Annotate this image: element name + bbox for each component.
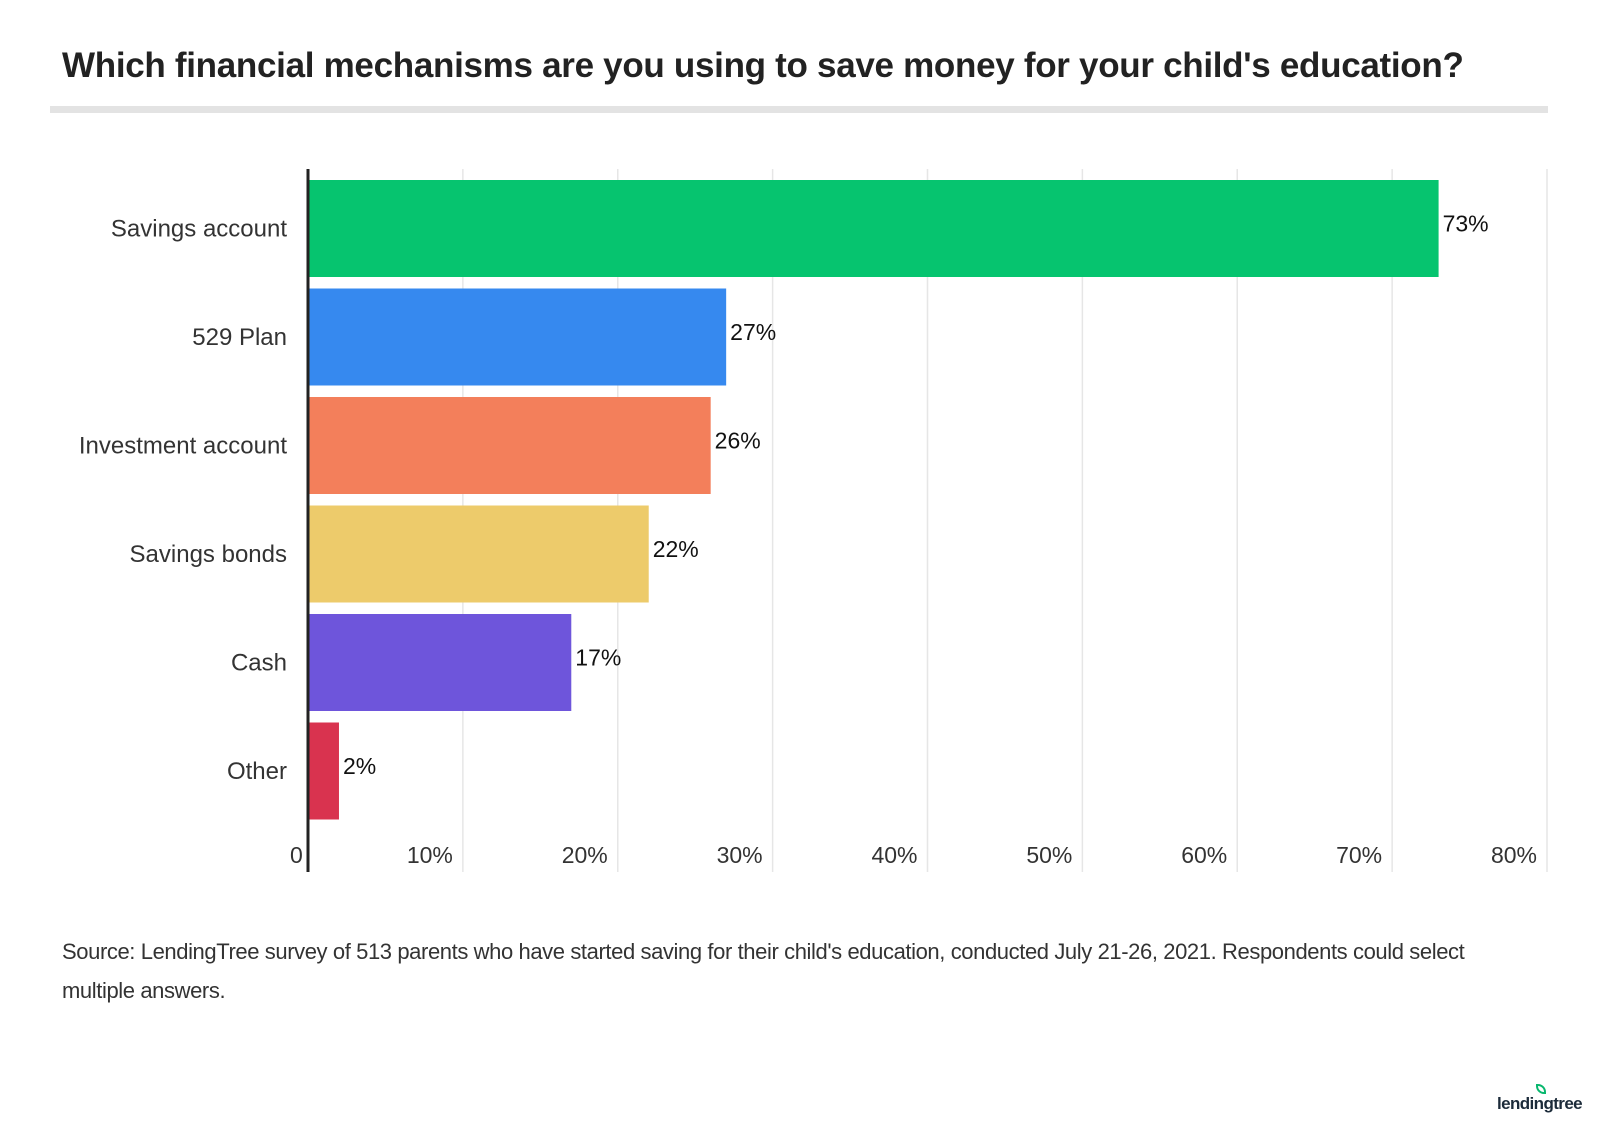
data-label: 26% bbox=[715, 428, 761, 454]
x-tick-label: 30% bbox=[717, 842, 763, 868]
x-tick-label: 70% bbox=[1336, 842, 1382, 868]
source-note: Source: LendingTree survey of 513 parent… bbox=[62, 939, 1465, 1003]
category-label: 529 Plan bbox=[192, 324, 287, 351]
title-divider bbox=[50, 106, 1548, 113]
x-tick-label: 20% bbox=[562, 842, 608, 868]
data-label: 73% bbox=[1443, 211, 1489, 237]
lendingtree-logo: lendingtree bbox=[1497, 1094, 1583, 1113]
data-label: 17% bbox=[575, 645, 621, 671]
x-tick-label: 60% bbox=[1181, 842, 1227, 868]
data-label: 22% bbox=[653, 536, 699, 562]
x-tick-label: 50% bbox=[1026, 842, 1072, 868]
bar-savings-account bbox=[308, 180, 1439, 277]
category-label: Investment account bbox=[79, 433, 287, 460]
bar-cash bbox=[308, 614, 572, 711]
chart-title: Which financial mechanisms are you using… bbox=[62, 46, 1464, 85]
category-label: Other bbox=[227, 758, 287, 785]
data-label: 2% bbox=[343, 753, 376, 779]
x-tick-label: 80% bbox=[1491, 842, 1537, 868]
leaf-icon bbox=[1536, 1084, 1546, 1094]
bar-chart: 0 10% 20% 30% 40% 50% 60% 70% 80% Savings account… bbox=[79, 169, 1548, 872]
bar-other bbox=[308, 722, 339, 820]
category-label: Savings bonds bbox=[130, 541, 287, 568]
category-label: Cash bbox=[231, 650, 287, 677]
data-label: 27% bbox=[730, 319, 776, 345]
category-label: Savings account bbox=[111, 216, 287, 243]
x-tick-label: 0 bbox=[290, 842, 303, 868]
x-tick-label: 40% bbox=[871, 842, 917, 868]
bar-529-plan bbox=[308, 288, 727, 386]
bar-investment-account bbox=[308, 397, 711, 494]
bar-savings-bonds bbox=[308, 505, 649, 603]
x-tick-label: 10% bbox=[407, 842, 453, 868]
